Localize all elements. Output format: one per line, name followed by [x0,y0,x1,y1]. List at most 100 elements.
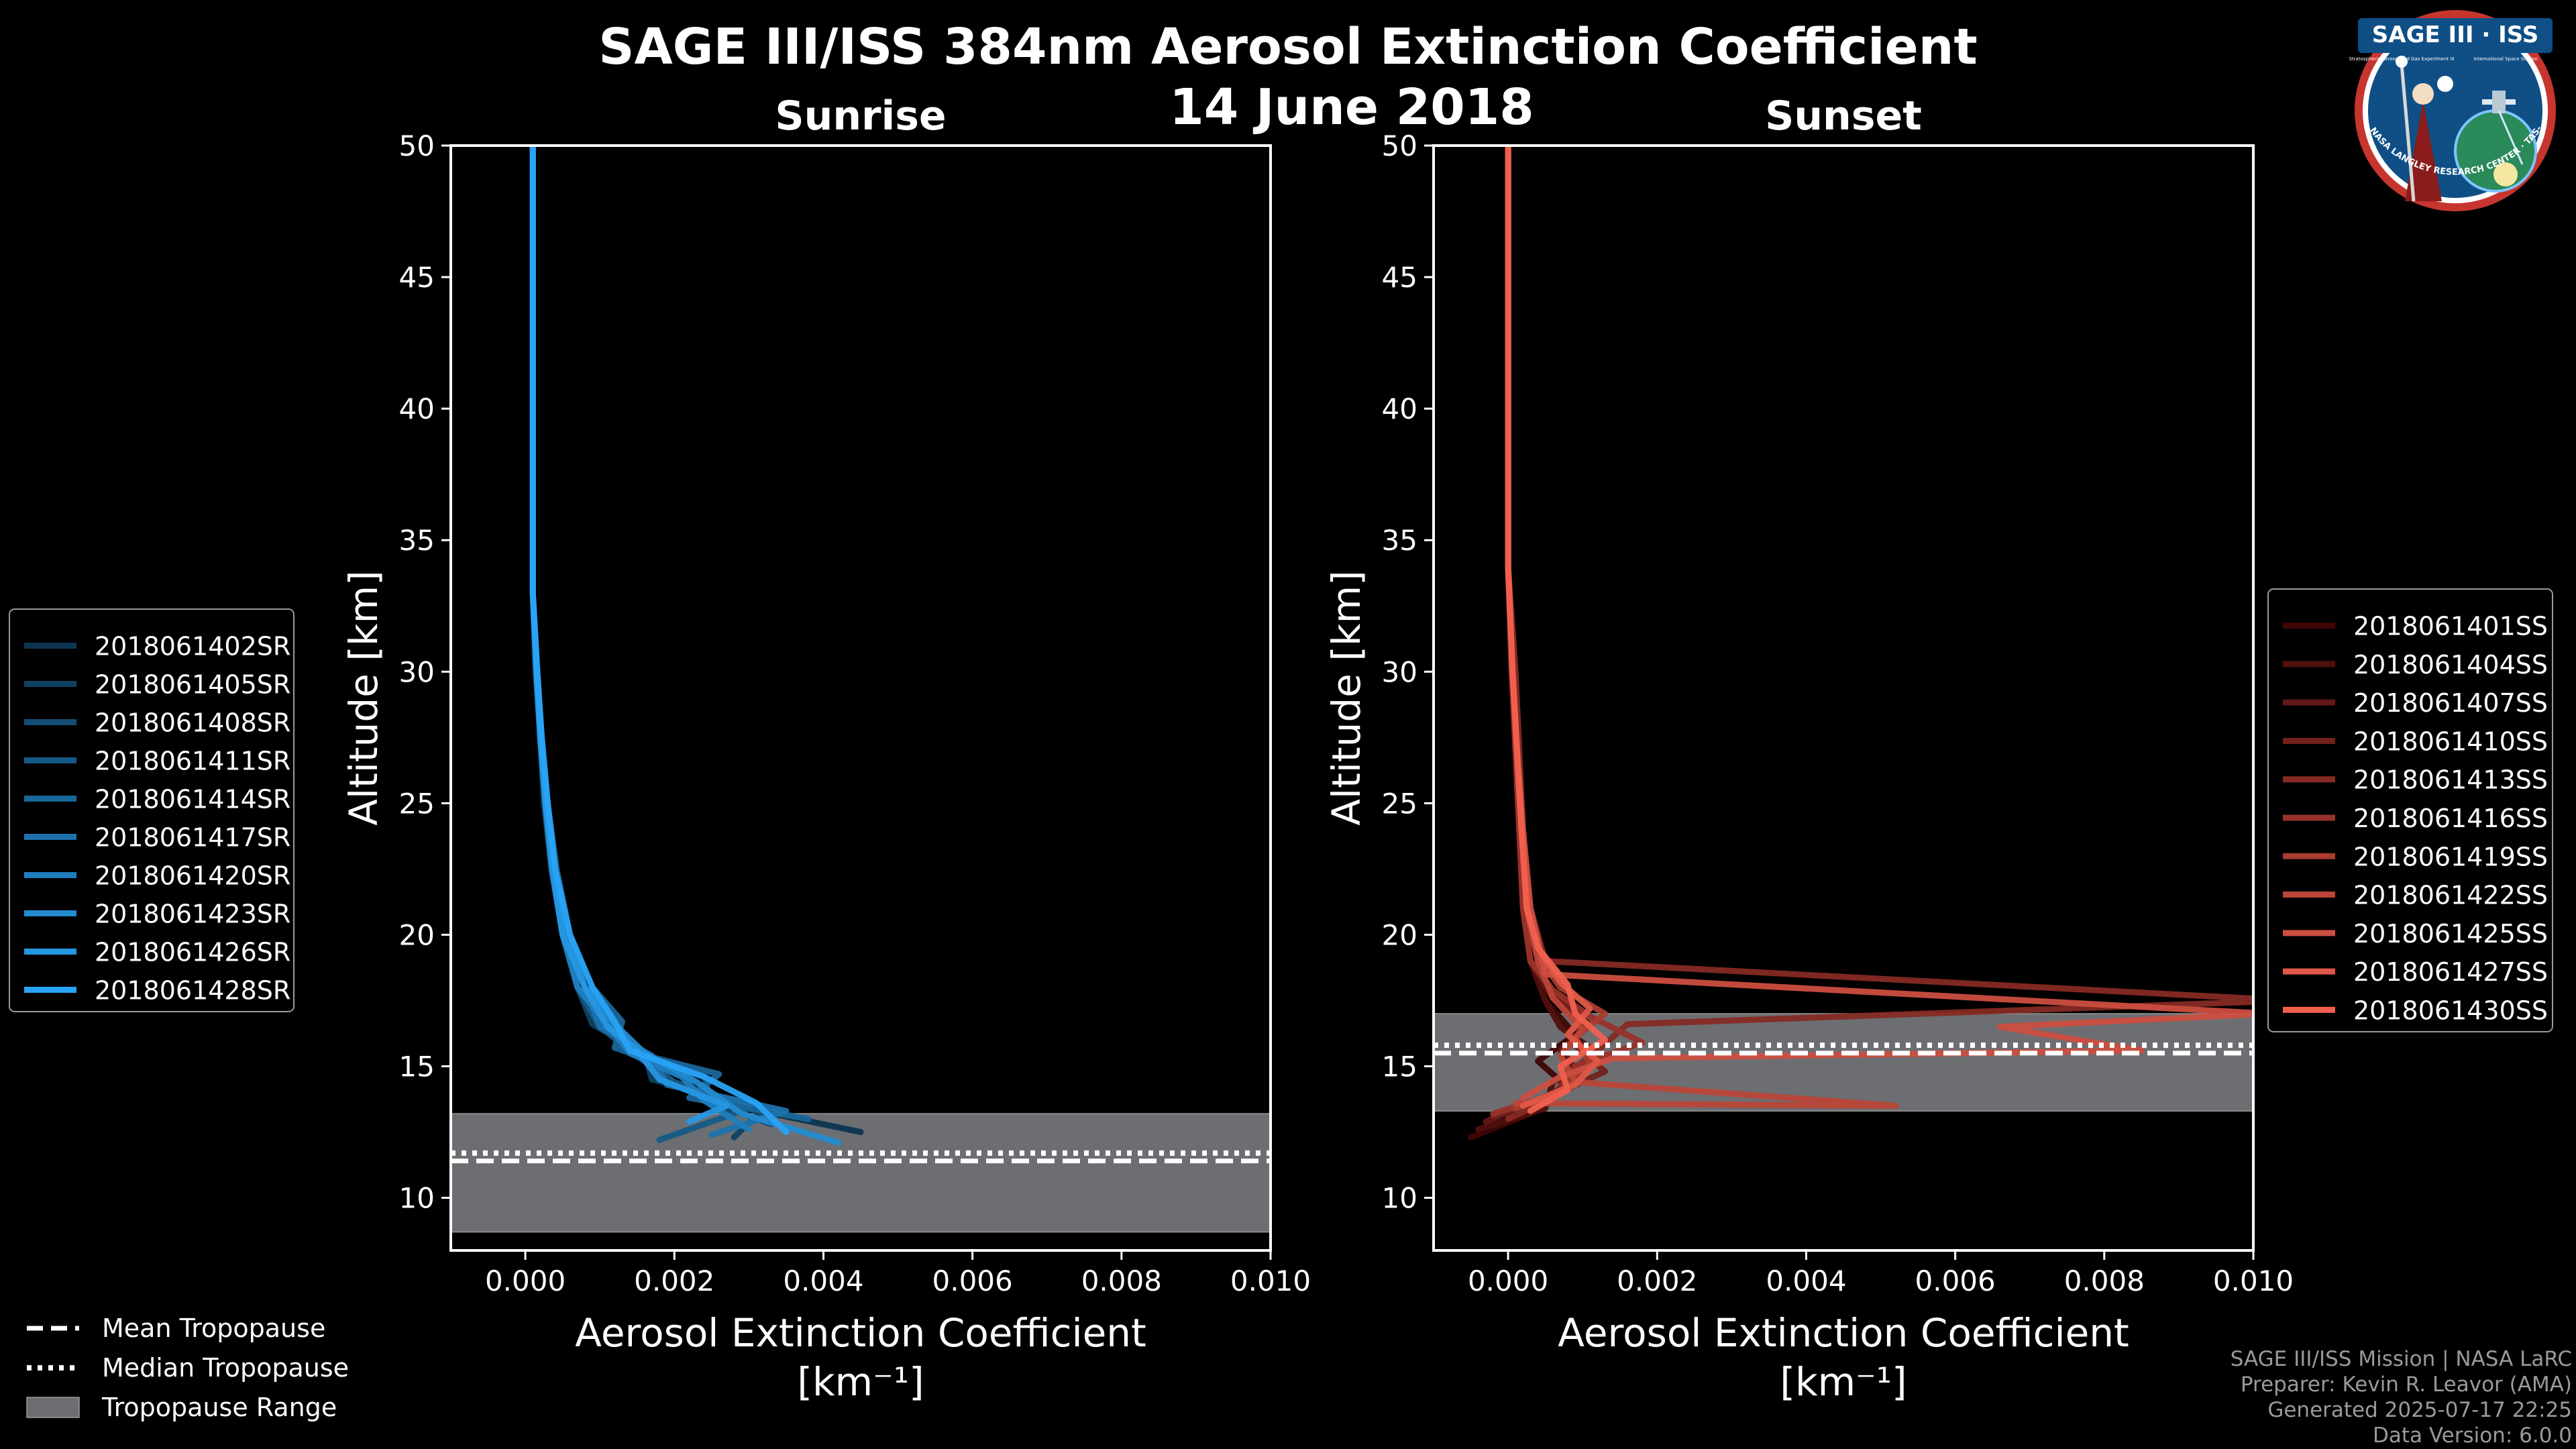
sunset-legend-item: 2018061416SS [2283,804,2548,833]
sunrise-ytick-label: 45 [399,261,435,294]
median-tropopause-label: Median Tropopause [102,1353,349,1383]
sunrise-xtick-label: 0.000 [485,1265,566,1297]
sunset-xtick-label: 0.000 [1468,1265,1548,1297]
sunset-ytick-label: 20 [1382,918,1417,951]
sunrise-legend-label: 2018061417SR [95,823,290,853]
logo-moon [2437,76,2453,92]
sunrise-axes-frame [449,144,1272,1252]
sunrise-xtick-label: 0.002 [634,1265,714,1297]
logo-figure-head [2412,83,2434,105]
logo-sun [2493,162,2518,186]
credit-data-version: Data Version: 6.0.0 [2373,1424,2572,1448]
tropopause-range-swatch [26,1397,80,1418]
sunrise-legend-box [9,608,294,1012]
sunset-legend-label: 2018061401SS [2353,612,2548,641]
sunrise-ytick-label: 50 [399,129,435,162]
sunset-legend-label: 2018061430SS [2353,996,2548,1025]
sunrise-legend-label: 2018061411SR [95,747,290,776]
sunset-ytick-label: 35 [1382,524,1417,557]
sunrise-legend-label: 2018061402SR [95,632,290,661]
sunset-ytick-label: 15 [1382,1051,1417,1083]
tropopause-range-label: Tropopause Range [101,1393,337,1422]
sunset-legend-item: 2018061427SS [2283,957,2548,987]
sunset-ytick-label: 40 [1382,392,1417,425]
sunset-legend-item: 2018061425SS [2283,919,2548,949]
sunrise-ytick-label: 35 [399,524,435,557]
logo-figure-robe [2405,101,2442,201]
logo-iss-icon [2482,91,2516,113]
sunset-xtick-label: 0.010 [2213,1265,2294,1297]
sunrise-legend-item: 2018061423SR [24,900,290,929]
sunrise-legend-item: 2018061414SR [24,785,290,814]
sunrise-xtick-label: 0.008 [1081,1265,1162,1297]
sunset-legend-item: 2018061419SS [2283,842,2548,871]
sunset-legend-item: 2018061407SS [2283,688,2548,718]
sunrise-ytick-label: 10 [399,1182,435,1215]
sunrise-xtick-label: 0.006 [932,1265,1013,1297]
sunset-legend-item: 2018061401SS [2283,612,2548,641]
sunrise-legend-item: 2018061411SR [24,747,290,776]
sunset-legend-label: 2018061413SS [2353,765,2548,795]
sunrise-legend-item: 2018061408SR [24,708,290,738]
sunrise-legend: 2018061402SR 2018061405SR 2018061408SR 2018… [9,608,294,1012]
sunset-legend-label: 2018061427SS [2353,957,2548,987]
credit-preparer: Preparer: Kevin R. Leavor (AMA) [2241,1373,2572,1397]
sunrise-legend-item: 2018061426SR [24,938,290,967]
sunset-profiles [1468,146,2253,1140]
sunset-legend-label: 2018061410SS [2353,727,2548,756]
sunrise-legend-label: 2018061420SR [95,861,290,891]
sunset-legend-item: 2018061410SS [2283,727,2548,756]
logo-subtitle-left: Stratospheric Aerosol and Gas Experiment… [2349,56,2454,62]
sunrise-profile-2018061428SR [529,146,790,1135]
logo-figure-staff [2400,63,2416,202]
sunrise-profiles [529,146,864,1146]
sunset-legend-label: 2018061422SS [2353,881,2548,910]
sunset-ytick-label: 50 [1382,129,1417,162]
sunrise-legend-item: 2018061420SR [24,861,290,891]
sunset-panel: 10 15 20 25 30 35 40 45 50 0.000 0.002 0.004 0.006 0.… [1324,93,2294,1405]
sunset-xtick-label: 0.006 [1915,1265,1996,1297]
sunrise-legend-label: 2018061408SR [95,708,290,738]
sunset-axes-frame [1432,144,2255,1252]
sunrise-ytick-label: 15 [399,1051,435,1083]
sunrise-ytick-label: 40 [399,392,435,425]
sunrise-yaxis-label: Altitude [km] [341,570,386,825]
sunset-profile-2018061430SS [1505,146,1608,1114]
sunset-xtick-label: 0.002 [1617,1265,1697,1297]
sunset-xaxis-units: [km⁻¹] [1780,1359,1907,1405]
tropopause-legend: Mean Tropopause Median Tropopause Tropop… [26,1313,349,1422]
sunset-xtick-label: 0.004 [1766,1265,1846,1297]
sunrise-xtick-label: 0.004 [783,1265,863,1297]
sunset-ytick-label: 25 [1382,787,1417,820]
sunset-xaxis-label: Aerosol Extinction Coefficient [1558,1310,2129,1356]
sunset-legend-label: 2018061416SS [2353,804,2548,833]
sunrise-xaxis-label: Aerosol Extinction Coefficient [575,1310,1146,1356]
sunset-ytick-label: 45 [1382,261,1417,294]
sunset-xtick-label: 0.008 [2064,1265,2145,1297]
mean-tropopause-label: Mean Tropopause [102,1313,325,1343]
sunset-legend-box [2267,588,2553,1032]
sunrise-panel-title: Sunrise [775,93,946,140]
sunrise-legend-label: 2018061405SR [95,670,290,700]
credit-generated: Generated 2025-07-17 22:25 [2267,1398,2572,1422]
sunset-yaxis-label: Altitude [km] [1324,570,1369,825]
figure-subtitle-date: 14 June 2018 [1169,78,1534,136]
credits: SAGE III/ISS Mission | NASA LaRC Prepare… [2231,1347,2572,1448]
sunrise-ytick-label: 30 [399,655,435,688]
sunset-legend-label: 2018061425SS [2353,919,2548,949]
logo-subtitle-right: International Space Station [2473,56,2537,62]
sunset-legend-item: 2018061422SS [2283,881,2548,910]
sunrise-xaxis-units: [km⁻¹] [797,1359,924,1405]
sunrise-legend-label: 2018061426SR [95,938,290,967]
sunset-legend-label: 2018061407SS [2353,688,2548,718]
sunset-legend-label: 2018061419SS [2353,842,2548,871]
logo-title: SAGE III · ISS [2372,21,2538,48]
sunrise-xtick-label: 0.010 [1230,1265,1311,1297]
sunrise-panel: 10 15 20 25 30 35 40 45 50 0.000 0.002 0.004 0.006 0.… [341,93,1311,1405]
sunrise-legend-item: 2018061402SR [24,632,290,661]
sunset-legend-label: 2018061404SS [2353,650,2548,680]
sunrise-legend-label: 2018061423SR [95,900,290,929]
sunrise-legend-item: 2018061417SR [24,823,290,853]
